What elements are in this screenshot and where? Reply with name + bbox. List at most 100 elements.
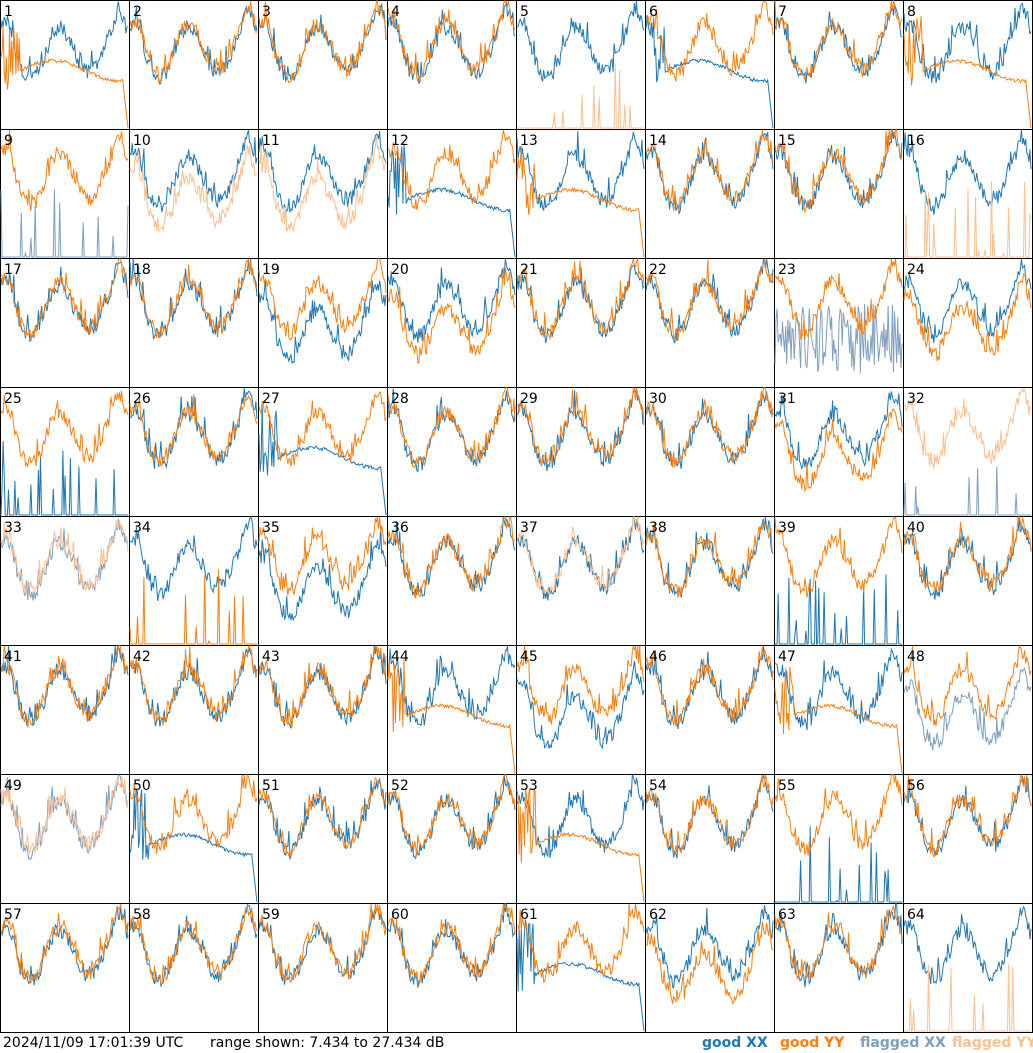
legend-good-yy-label: good YY — [780, 1035, 845, 1051]
panel-label: 35 — [262, 520, 280, 536]
panel-label: 54 — [649, 778, 667, 794]
panel-1-yy-line — [0, 26, 129, 129]
panel-44-xx-line — [387, 645, 516, 726]
panel-42-yy-line — [129, 645, 258, 726]
panel-frame — [0, 0, 130, 130]
panel-52-yy-line — [387, 774, 516, 856]
panel-19: 19 — [258, 258, 388, 388]
panel-label: 59 — [262, 907, 280, 923]
panel-31-xx-line — [774, 391, 903, 471]
panel-51-yy-line — [258, 777, 387, 859]
panel-1-xx-line — [0, 1, 129, 81]
panel-6-yy-line — [645, 0, 774, 82]
panel-27: 27 — [258, 387, 388, 517]
panel-36: 36 — [387, 516, 517, 646]
panel-37-yy-line — [516, 516, 645, 595]
panel-45: 45 — [516, 645, 646, 775]
panel-14: 14 — [645, 129, 775, 259]
panel-49: 49 — [0, 774, 130, 904]
panel-4-xx-line — [387, 1, 516, 85]
panel-58: 58 — [129, 903, 259, 1033]
panel-label: 5 — [520, 4, 529, 20]
panel-50-yy-line — [129, 773, 258, 854]
panel-33: 33 — [0, 516, 130, 646]
panel-13: 13 — [516, 129, 646, 259]
panel-59: 59 — [258, 903, 388, 1033]
panel-label: 39 — [778, 520, 796, 536]
panel-60-yy-line — [387, 902, 516, 986]
panel-label: 31 — [778, 391, 796, 407]
panel-43: 43 — [258, 645, 388, 775]
panel-29-yy-line — [516, 387, 645, 467]
panel-14-yy-line — [646, 129, 774, 213]
panel-45-yy-line — [516, 645, 645, 725]
panel-25: 25 — [0, 387, 130, 517]
panel-23: 23 — [774, 258, 904, 388]
panel-label: 27 — [262, 391, 280, 407]
panel-30: 30 — [645, 387, 775, 517]
panel-8-yy-line — [903, 16, 1032, 129]
panel-29-xx-line — [516, 387, 645, 472]
panel-3: 3 — [258, 0, 388, 130]
panel-44: 44 — [387, 645, 517, 775]
panel-5-yy-line — [517, 63, 644, 129]
panel-26: 26 — [129, 387, 259, 517]
panel-37: 37 — [516, 515, 646, 646]
panel-7-yy-line — [774, 0, 903, 80]
panel-55-xx-line — [775, 826, 902, 903]
panel-label: 38 — [649, 520, 667, 536]
panel-label: 58 — [133, 907, 151, 923]
panel-33-yy-line — [0, 519, 129, 594]
panel-label: 36 — [391, 520, 409, 536]
panel-27-yy-line — [258, 391, 387, 467]
panel-64: 64 — [903, 903, 1033, 1033]
panel-56: 56 — [903, 773, 1033, 904]
panel-label: 53 — [520, 778, 538, 794]
panel-frame — [258, 258, 388, 388]
panel-2-yy-line — [129, 0, 258, 84]
panel-20-xx-line — [387, 258, 516, 343]
panel-label: 10 — [133, 133, 151, 149]
panel-frame — [129, 0, 259, 130]
panel-label: 64 — [907, 907, 925, 923]
panel-label: 1 — [4, 4, 13, 20]
panel-62-yy-line — [645, 921, 774, 1004]
panel-11: 11 — [258, 129, 388, 259]
panel-58-yy-line — [129, 906, 258, 985]
panel-24: 24 — [903, 258, 1033, 388]
range-label: range shown: 7.434 to 27.434 dB — [210, 1035, 445, 1051]
panel-46: 46 — [645, 645, 775, 775]
panel-label: 16 — [907, 133, 925, 149]
panel-53: 53 — [516, 774, 646, 904]
panel-label: 50 — [133, 778, 151, 794]
panel-label: 57 — [4, 907, 22, 923]
panel-label: 55 — [778, 778, 796, 794]
panel-40: 40 — [903, 516, 1033, 646]
panel-label: 7 — [778, 4, 787, 20]
panel-46-yy-line — [645, 647, 774, 727]
panel-label: 56 — [907, 778, 925, 794]
panel-frame — [387, 387, 517, 517]
panel-label: 12 — [391, 133, 409, 149]
panel-label: 9 — [4, 133, 13, 149]
panel-label: 33 — [4, 520, 22, 536]
panel-26-yy-line — [129, 394, 258, 468]
panel-31-yy-line — [774, 408, 903, 493]
panel-40-yy-line — [903, 516, 1032, 593]
panel-45-xx-line — [516, 660, 645, 750]
panel-48: 48 — [903, 644, 1033, 775]
panel-label: 40 — [907, 520, 925, 536]
legend-good-xx-label: good XX — [702, 1035, 768, 1051]
panel-47: 47 — [774, 645, 904, 775]
legend-flagged-yy-label: flagged YY — [952, 1035, 1033, 1051]
panel-31: 31 — [774, 387, 904, 517]
panel-39-xx-line — [775, 574, 902, 645]
panel-label: 62 — [649, 907, 667, 923]
panel-10-yy-line — [129, 145, 258, 233]
panel-10-xx-line — [129, 129, 258, 213]
panel-label: 6 — [649, 4, 658, 20]
panel-50-xx-line — [129, 788, 258, 903]
legend-good-xx: good XX — [702, 1034, 768, 1052]
panel-47-xx-line — [774, 647, 903, 731]
